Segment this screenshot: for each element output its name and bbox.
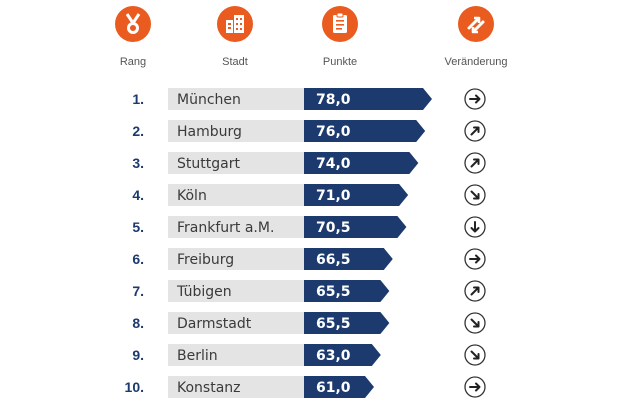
value-label: 71,0 [316, 188, 351, 204]
ranking-row: 5. Frankfurt a.M. 70,5 [132, 216, 486, 238]
city-label: Berlin [177, 348, 218, 364]
rank-label: 1. [132, 91, 144, 107]
value-label: 65,5 [316, 284, 351, 300]
veraenderung-label: Veränderung [444, 56, 508, 68]
city-label: Freiburg [177, 252, 234, 268]
value-label: 70,5 [316, 220, 351, 236]
city-label: Köln [177, 188, 207, 204]
rank-label: 7. [132, 283, 144, 299]
column-header: Rang Stadt [0, 0, 640, 80]
city-label: Darmstadt [177, 316, 252, 332]
value-bar [304, 280, 390, 302]
city-background [168, 216, 304, 238]
ranking-row: 4. Köln 71,0 [132, 184, 486, 206]
change-arrow-down-right-icon [464, 312, 486, 334]
value-label: 78,0 [316, 92, 351, 108]
city-label: Hamburg [177, 124, 242, 140]
value-bar [304, 120, 426, 142]
city-background [168, 312, 304, 334]
ranking-row: 8. Darmstadt 65,5 [132, 312, 486, 334]
rank-label: 6. [132, 251, 144, 267]
city-background [168, 88, 304, 110]
value-label: 63,0 [316, 348, 351, 364]
rank-label: 10. [125, 379, 144, 395]
change-arrow-down-right-icon [464, 184, 486, 206]
clipboard-icon [322, 6, 358, 42]
ranking-row: 9. Berlin 63,0 [132, 344, 486, 366]
value-label: 76,0 [316, 124, 351, 140]
city-background [168, 344, 304, 366]
value-bar [304, 152, 419, 174]
rank-label: 9. [132, 347, 144, 363]
ranking-row: 6. Freiburg 66,5 [132, 248, 486, 270]
value-label: 61,0 [316, 380, 351, 396]
stadt-label: Stadt [222, 56, 248, 68]
value-label: 66,5 [316, 252, 351, 268]
city-label: Stuttgart [177, 156, 240, 172]
stadt-column-header: Stadt [205, 6, 265, 68]
change-arrow-down-icon [464, 216, 486, 238]
city-background [168, 184, 304, 206]
punkte-column-header: Punkte [308, 6, 372, 68]
value-label: 65,5 [316, 316, 351, 332]
ranking-row: 10. Konstanz 61,0 [125, 376, 486, 398]
city-buildings-icon [217, 6, 253, 42]
value-bar [304, 216, 407, 238]
rank-label: 2. [132, 123, 144, 139]
change-arrow-up-right-icon [464, 280, 486, 302]
city-background [168, 376, 304, 398]
rang-column-header: Rang [105, 6, 161, 68]
ranking-row: 7. Tübigen 65,5 [132, 280, 486, 302]
city-label: Frankfurt a.M. [177, 220, 274, 236]
city-label: Konstanz [177, 380, 241, 396]
rank-label: 5. [132, 219, 144, 235]
veraenderung-column-header: Veränderung [436, 6, 516, 68]
rang-label: Rang [119, 56, 147, 68]
rank-label: 3. [132, 155, 144, 171]
city-background [168, 152, 304, 174]
rank-label: 4. [132, 187, 144, 203]
ranking-row: 1. München 78,0 [132, 88, 486, 110]
change-arrow-right-icon [464, 376, 486, 398]
city-background [168, 248, 304, 270]
value-bar [304, 88, 432, 110]
city-label: München [177, 92, 241, 108]
city-background [168, 280, 304, 302]
value-bar [304, 376, 374, 398]
change-arrow-down-right-icon [464, 344, 486, 366]
change-arrow-up-right-icon [464, 120, 486, 142]
city-background [168, 120, 304, 142]
value-bar [304, 248, 393, 270]
value-bar [304, 184, 409, 206]
change-arrow-right-icon [464, 248, 486, 270]
punkte-label: Punkte [322, 56, 358, 68]
value-bar [304, 344, 381, 366]
change-arrow-right-icon [464, 88, 486, 110]
rank-label: 8. [132, 315, 144, 331]
value-label: 74,0 [316, 156, 351, 172]
ranking-row: 2. Hamburg 76,0 [132, 120, 486, 142]
trend-arrows-icon [458, 6, 494, 42]
medal-icon [115, 6, 151, 42]
change-arrow-up-right-icon [464, 152, 486, 174]
city-label: Tübigen [176, 284, 232, 300]
ranking-row: 3. Stuttgart 74,0 [132, 152, 486, 174]
value-bar [304, 312, 390, 334]
